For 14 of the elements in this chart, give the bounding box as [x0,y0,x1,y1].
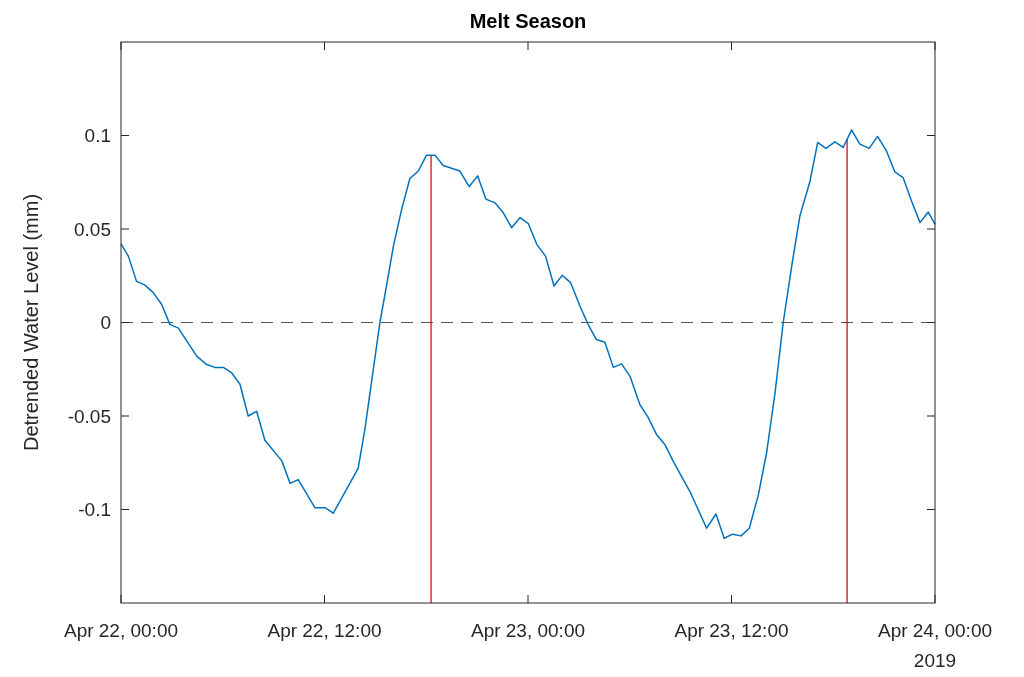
chart-title: Melt Season [469,10,587,32]
y-axis-title: Detrended Water Level (mm) [20,193,42,452]
y-tick-label: 0.05 [74,218,111,240]
x-tick-label: Apr 22, 00:00 [63,620,179,641]
y-tick-label: -0.1 [78,499,111,521]
x-tick-label: Apr 22, 12:00 [267,620,382,641]
line-series [120,129,936,540]
x-tick-label: Apr 24, 00:00 [877,620,993,641]
text: 2019 [913,650,957,671]
x-tick-label: Apr 23, 00:00 [470,620,586,641]
y-tick-label: 0.1 [84,125,111,147]
y-tick-label: -0.05 [67,405,111,427]
y-tick-label: 0 [100,312,111,334]
x-tick-label: Apr 23, 12:00 [674,620,789,641]
